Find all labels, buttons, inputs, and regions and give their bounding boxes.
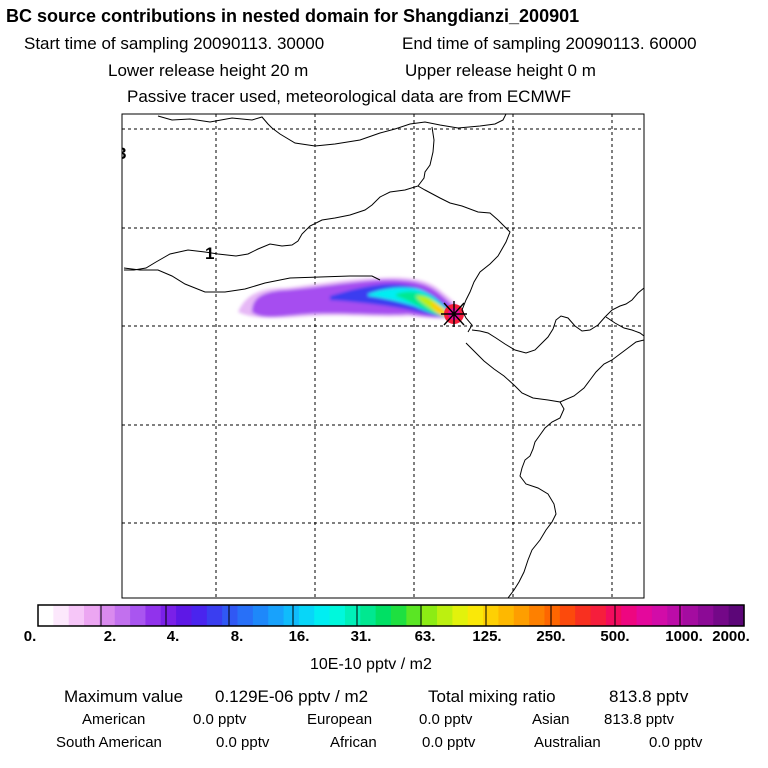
colorbar-segment [667, 605, 684, 626]
region-name: South American [56, 734, 162, 751]
colorbar-segment [559, 605, 576, 626]
colorbar-segment [53, 605, 70, 626]
region-value: 0.0 pptv [193, 711, 247, 728]
colorbar-unit: 10E-10 pptv / m2 [310, 656, 432, 673]
tracer-plume [238, 277, 462, 319]
grid-lines [122, 114, 644, 598]
colorbar-segment [268, 605, 285, 626]
upper-release-label: Upper release height 0 m [405, 61, 596, 80]
region-name: Asian [532, 711, 570, 728]
colorbar-segment [38, 605, 54, 626]
colorbar-segment [391, 605, 407, 626]
colorbar-segment [252, 605, 269, 626]
colorbar-segment [114, 605, 131, 626]
colorbar-segment [145, 605, 162, 626]
colorbar-segment [483, 605, 500, 626]
region-label-1: 1 [205, 244, 214, 263]
colorbar-frame [37, 604, 745, 627]
colorbar-segment [467, 605, 484, 626]
colorbar-segment [298, 605, 315, 626]
colorbar-segment [651, 605, 668, 626]
borders [123, 114, 644, 598]
colorbar-tick: 63. [414, 628, 436, 645]
colorbar-segment [160, 605, 177, 626]
region-value: 813.8 pptv [604, 711, 675, 728]
total-mixing-label: Total mixing ratio [428, 687, 556, 706]
colorbar-segment [529, 605, 546, 626]
colorbar-segment [406, 605, 423, 626]
colorbar-tick: 250. [536, 628, 566, 645]
region-name: African [330, 734, 377, 751]
region-name: Australian [534, 734, 601, 751]
colorbar-segment [713, 605, 730, 626]
colorbar-tick: 125. [472, 628, 502, 645]
region-name: European [307, 711, 373, 728]
colorbar-segment [728, 605, 745, 626]
colorbar-tick: 0. [23, 628, 37, 645]
colorbar-tick: 500. [600, 628, 630, 645]
colorbar-segment [498, 605, 515, 626]
colorbar-segment [697, 605, 714, 626]
colorbar-segment [84, 605, 100, 626]
region-value: 0.0 pptv [649, 734, 703, 751]
max-value: 0.129E-06 pptv / m2 [215, 687, 369, 706]
region-value: 0.0 pptv [419, 711, 473, 728]
colorbar-tick: 31. [350, 628, 372, 645]
colorbar-segment [314, 605, 331, 626]
colorbar-segment [237, 605, 254, 626]
region-name: American [82, 711, 146, 728]
region-value: 0.0 pptv [422, 734, 476, 751]
colorbar-segment [682, 605, 699, 626]
colorbar-segment [513, 605, 530, 626]
colorbar-segment [360, 605, 377, 626]
colorbar-segment [344, 605, 361, 626]
colorbar-segment [437, 605, 453, 626]
colorbar-segment [68, 605, 85, 626]
colorbar-tick: 4. [166, 628, 180, 645]
total-mixing-value: 813.8 pptv [609, 687, 689, 706]
colorbar-segment [621, 605, 638, 626]
colorbar-segment [605, 605, 622, 626]
station-marker-icon [441, 301, 467, 327]
colorbar [37, 604, 745, 627]
colorbar-segment [176, 605, 193, 626]
region-value: 0.0 pptv [216, 734, 270, 751]
colorbar-segment [421, 605, 438, 626]
colorbar-tick: 8. [230, 628, 244, 645]
colorbar-segment [206, 605, 223, 626]
colorbar-tick: 2000. [712, 628, 750, 645]
colorbar-segment [222, 605, 239, 626]
colorbar-segment [590, 605, 607, 626]
colorbar-segment [544, 605, 561, 626]
start-time-label: Start time of sampling 20090113. 30000 [24, 34, 325, 53]
colorbar-segment [575, 605, 592, 626]
colorbar-segment [452, 605, 469, 626]
colorbar-segment [191, 605, 208, 626]
colorbar-segment [329, 605, 346, 626]
tracer-info-label: Passive tracer used, meteorological data… [127, 87, 572, 106]
colorbar-tick: 16. [288, 628, 310, 645]
colorbar-tick: 2. [103, 628, 117, 645]
colorbar-segment [636, 605, 653, 626]
colorbar-tick: 1000. [665, 628, 703, 645]
end-time-label: End time of sampling 20090113. 60000 [402, 34, 697, 53]
lower-release-label: Lower release height 20 m [108, 61, 309, 80]
colorbar-segment [130, 605, 147, 626]
colorbar-segment [283, 605, 300, 626]
map-title: BC source contributions in nested domain… [6, 6, 580, 26]
map-frame [121, 113, 645, 599]
region-label-3: 3 [117, 144, 126, 163]
max-value-label: Maximum value [64, 687, 184, 706]
colorbar-segment [375, 605, 392, 626]
colorbar-segment [99, 605, 116, 626]
